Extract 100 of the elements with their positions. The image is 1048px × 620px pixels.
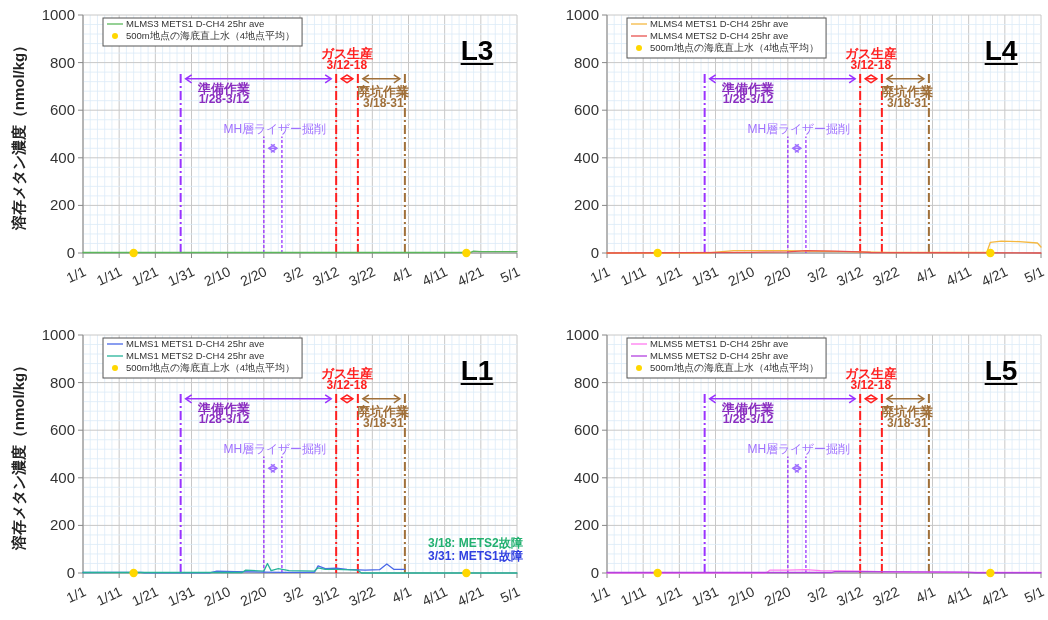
- y-tick-label: 0: [66, 244, 75, 261]
- x-tick-label: 4/1: [389, 583, 414, 606]
- x-tick-label: 2/20: [761, 583, 794, 610]
- x-tick-label: 3/2: [280, 583, 306, 606]
- legend-label: 500m地点の海底直上水（4地点平均）: [650, 42, 820, 53]
- x-tick-label: 5/1: [1021, 263, 1047, 286]
- y-tick-label: 600: [49, 101, 75, 119]
- y-tick-label: 200: [573, 516, 599, 534]
- y-axis-title: 溶存メタン濃度（nmol/kg）: [10, 357, 27, 552]
- y-tick-label: 600: [49, 421, 75, 439]
- y-tick-label: 800: [49, 53, 75, 71]
- x-tick-label: 1/21: [653, 263, 685, 290]
- y-tick-label: 200: [573, 196, 599, 214]
- annotation: MH層ライザー掘削: [223, 442, 327, 457]
- x-tick-label: 2/10: [725, 583, 758, 610]
- x-tick-label: 4/11: [419, 263, 451, 289]
- x-tick-label: 3/12: [833, 263, 866, 290]
- y-axis-title: 溶存メタン濃度（nmol/kg）: [10, 37, 27, 232]
- x-tick-label: 3/2: [804, 263, 830, 286]
- legend-label: MLMS1 METS2 D-CH4 25hr ave: [126, 350, 265, 361]
- legend-label: MLMS5 METS2 D-CH4 25hr ave: [650, 350, 789, 361]
- text: L4: [984, 35, 1018, 66]
- legend-label: MLMS3 METS1 D-CH4 25hr ave: [126, 18, 265, 29]
- annotation: MH層ライザー掘削: [747, 122, 851, 137]
- x-tick-label: 4/21: [454, 583, 487, 610]
- x-tick-label: 3/12: [309, 583, 342, 610]
- x-tick-label: 4/11: [943, 263, 975, 289]
- text: L1: [460, 355, 494, 386]
- x-tick-label: 2/20: [761, 263, 794, 290]
- legend-label: MLMS4 METS1 D-CH4 25hr ave: [650, 18, 789, 29]
- y-tick-label: 0: [590, 564, 599, 581]
- legend-label: 500m地点の海底直上水（4地点平均）: [126, 30, 296, 41]
- y-tick-label: 400: [573, 468, 599, 486]
- x-tick-label: 2/10: [201, 263, 234, 290]
- x-tick-label: 3/22: [346, 263, 378, 290]
- x-tick-label: 1/1: [587, 583, 613, 606]
- x-tick-label: 4/11: [943, 583, 975, 609]
- x-tick-label: 3/12: [833, 583, 866, 610]
- y-tick-label: 400: [573, 148, 599, 166]
- x-tick-label: 3/22: [346, 583, 378, 610]
- x-tick-label: 1/11: [617, 583, 649, 609]
- x-tick-label: 1/21: [129, 583, 161, 610]
- x-tick-label: 3/22: [870, 263, 902, 290]
- y-tick-label: 400: [49, 468, 75, 486]
- x-tick-label: 4/11: [419, 583, 451, 609]
- y-tick-label: 400: [49, 148, 75, 166]
- y-tick-label: 1000: [41, 6, 75, 23]
- annotation: 準備作業: [721, 400, 775, 416]
- x-tick-label: 1/11: [93, 583, 125, 609]
- y-tick-label: 0: [66, 564, 75, 581]
- y-tick-label: 1000: [565, 6, 599, 23]
- legend-label: MLMS1 METS1 D-CH4 25hr ave: [126, 338, 265, 349]
- x-tick-label: 1/1: [587, 263, 613, 286]
- y-tick-label: 800: [49, 373, 75, 391]
- legend-label: 500m地点の海底直上水（4地点平均）: [126, 362, 296, 373]
- x-tick-label: 5/1: [497, 583, 523, 606]
- x-tick-label: 1/31: [165, 263, 197, 290]
- x-tick-label: 1/21: [653, 583, 685, 610]
- x-tick-label: 1/31: [165, 583, 197, 610]
- x-tick-label: 3/12: [309, 263, 342, 290]
- text: L3: [460, 35, 494, 66]
- x-tick-label: 1/21: [129, 263, 161, 290]
- x-tick-label: 2/10: [201, 583, 234, 610]
- x-tick-label: 3/22: [870, 583, 902, 610]
- x-tick-label: 5/1: [1021, 583, 1047, 606]
- text: L5: [984, 355, 1018, 386]
- y-tick-label: 800: [573, 373, 599, 391]
- annotation: 準備作業: [721, 80, 775, 96]
- x-tick-label: 2/10: [725, 263, 758, 290]
- x-tick-label: 3/2: [804, 583, 830, 606]
- x-tick-label: 4/21: [454, 263, 487, 290]
- y-tick-label: 200: [49, 516, 75, 534]
- x-tick-label: 4/1: [913, 583, 938, 606]
- x-tick-label: 2/20: [237, 583, 270, 610]
- x-tick-label: 1/31: [689, 263, 721, 290]
- x-tick-label: 1/31: [689, 583, 721, 610]
- legend-label: 500m地点の海底直上水（4地点平均）: [650, 362, 820, 373]
- x-tick-label: 3/2: [280, 263, 306, 286]
- legend-label: MLMS5 METS1 D-CH4 25hr ave: [650, 338, 789, 349]
- annotation: 3/31: METS1故障: [428, 549, 523, 564]
- annotation: 準備作業: [197, 400, 251, 416]
- x-tick-label: 4/1: [913, 263, 938, 286]
- x-tick-label: 4/21: [978, 263, 1011, 290]
- x-tick-label: 5/1: [497, 263, 523, 286]
- annotation: 準備作業: [197, 80, 251, 96]
- x-tick-label: 1/11: [93, 263, 125, 289]
- x-tick-label: 4/21: [978, 583, 1011, 610]
- y-tick-label: 600: [573, 421, 599, 439]
- x-tick-label: 1/1: [63, 583, 89, 606]
- annotation: MH層ライザー掘削: [747, 442, 851, 457]
- x-tick-label: 1/11: [617, 263, 649, 289]
- x-tick-label: 1/1: [63, 263, 89, 286]
- x-tick-label: 2/20: [237, 263, 270, 290]
- y-tick-label: 800: [573, 53, 599, 71]
- annotation: MH層ライザー掘削: [223, 122, 327, 137]
- y-tick-label: 1000: [41, 326, 75, 343]
- y-tick-label: 1000: [565, 326, 599, 343]
- y-tick-label: 200: [49, 196, 75, 214]
- legend-label: MLMS4 METS2 D-CH4 25hr ave: [650, 30, 789, 41]
- y-tick-label: 600: [573, 101, 599, 119]
